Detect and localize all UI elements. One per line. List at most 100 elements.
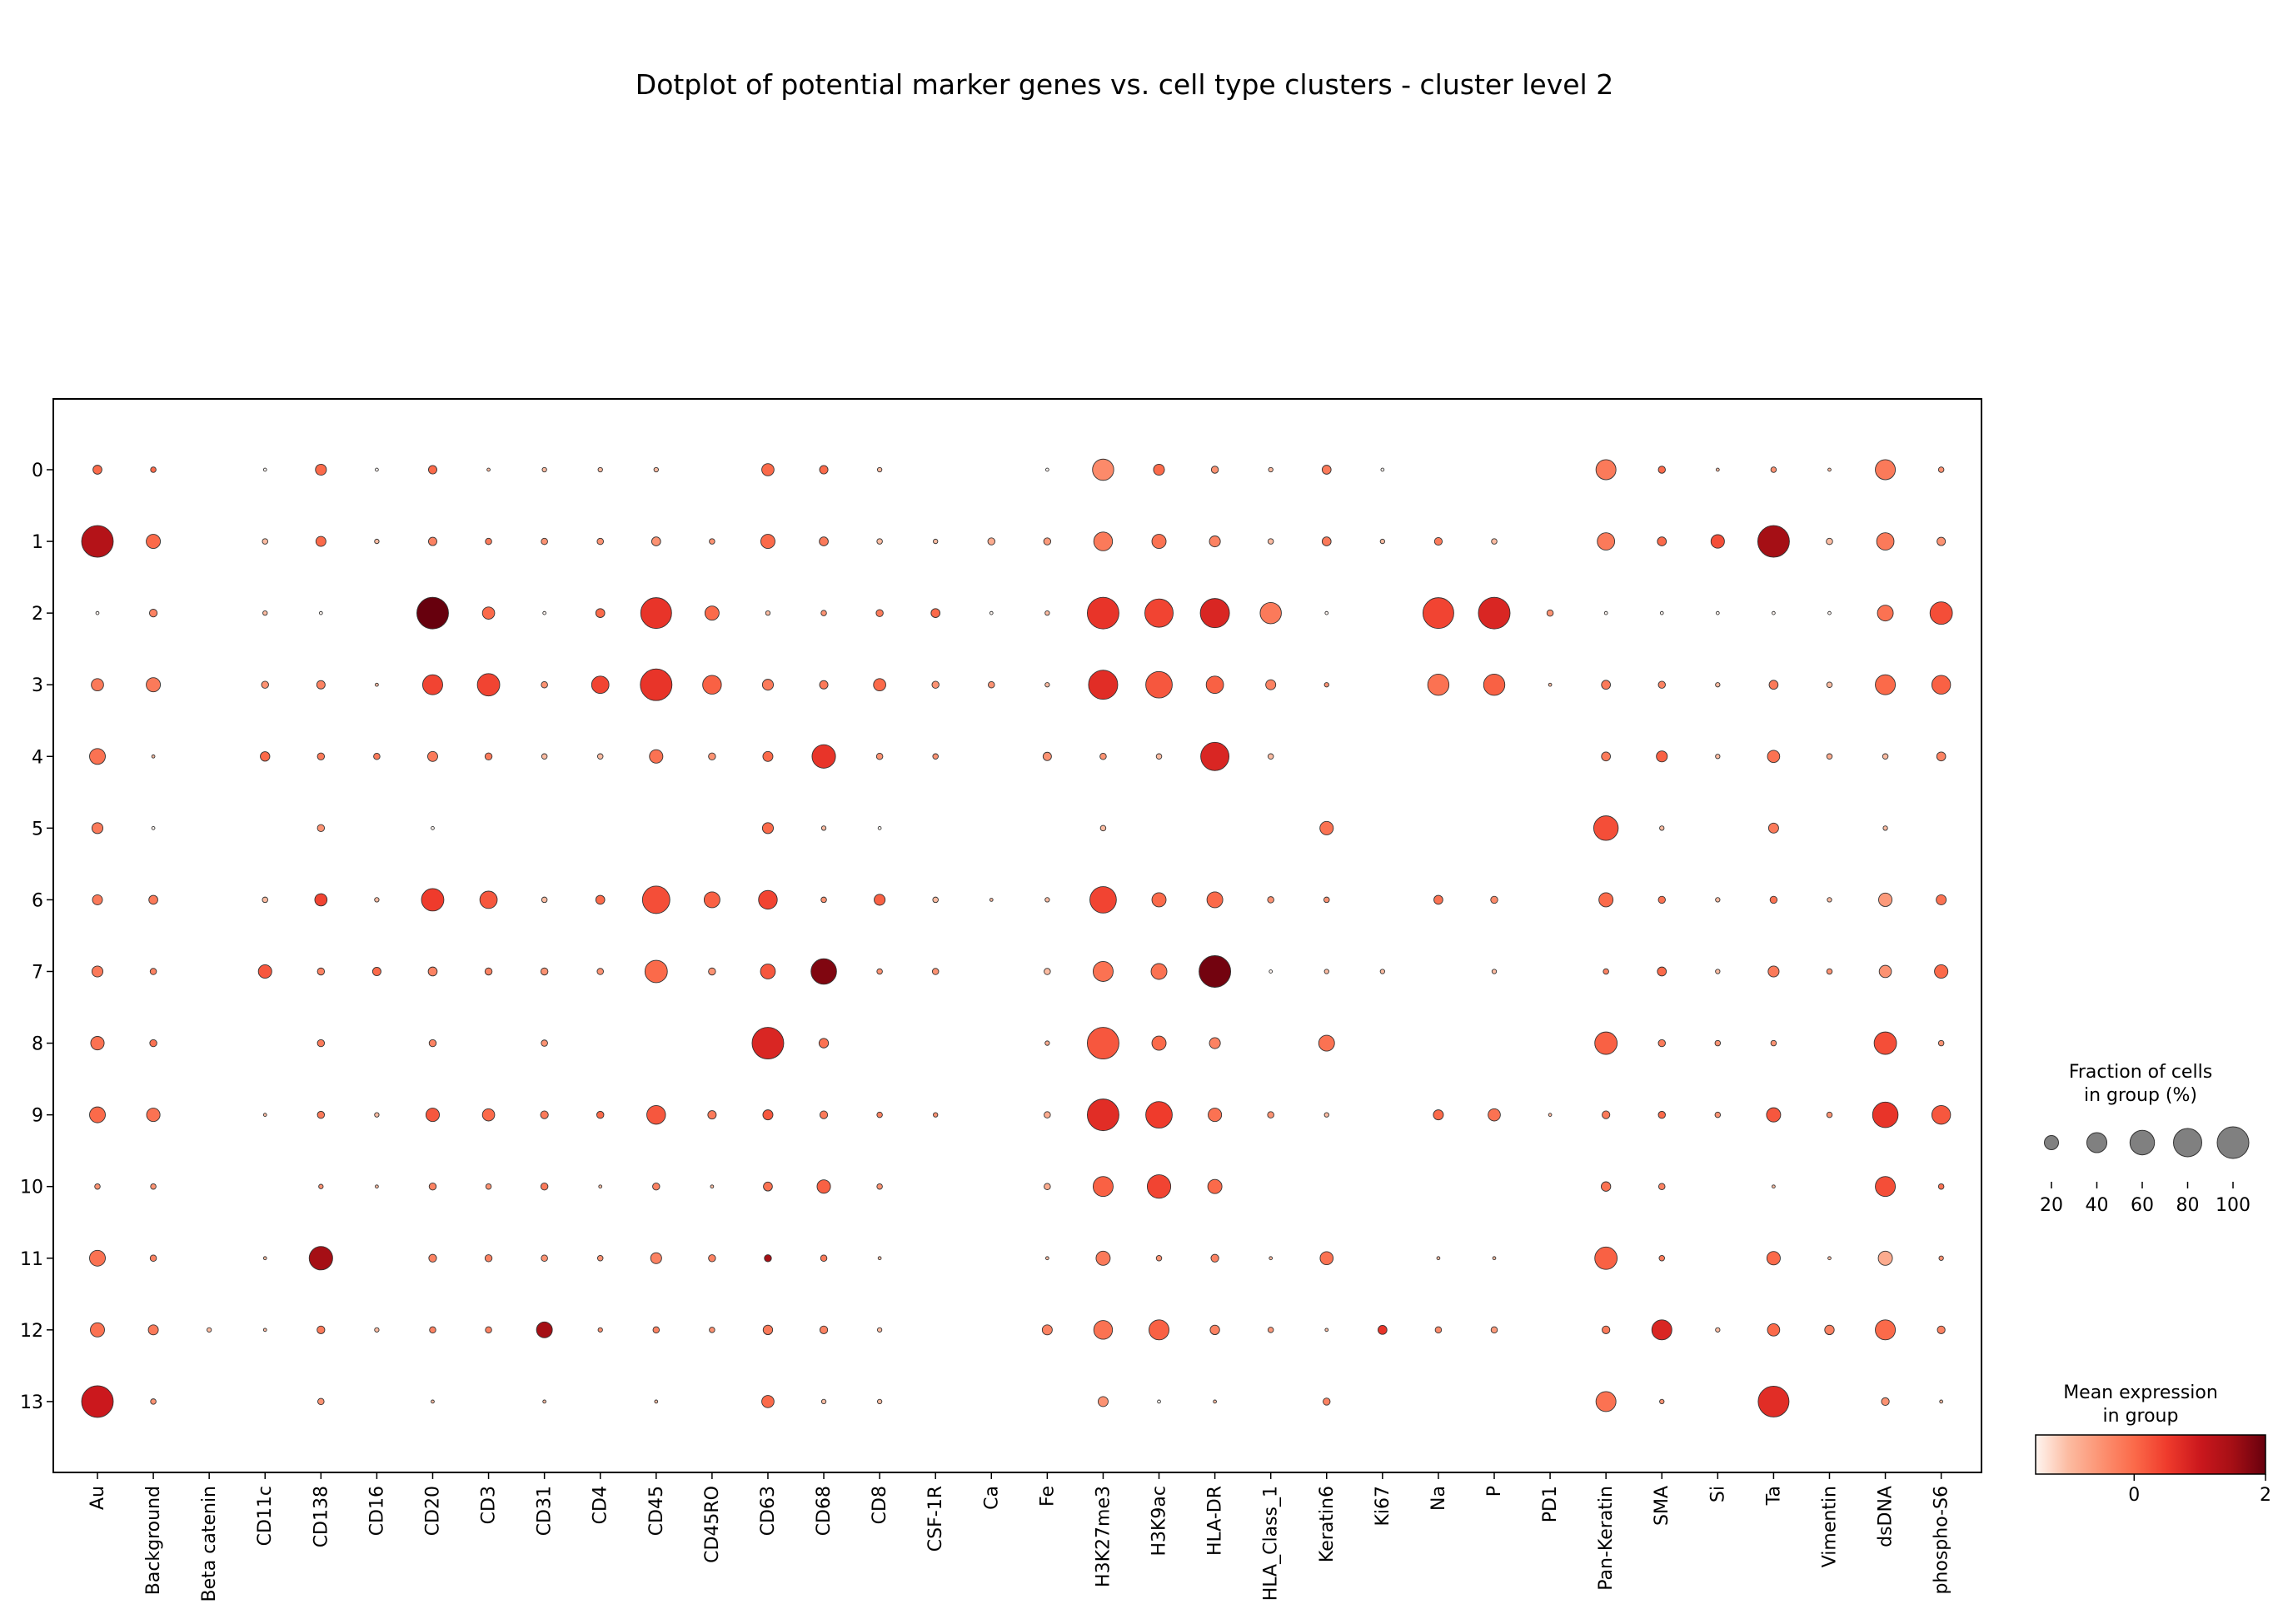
- dot-cluster-1-CD8: [876, 538, 883, 545]
- dot-cluster-9-H3K27me3: [1086, 1098, 1119, 1132]
- dot-cluster-0-CD68: [819, 465, 829, 475]
- dot-cluster-7-P: [1491, 969, 1498, 974]
- dot-cluster-11-Background: [149, 1254, 157, 1263]
- dot-cluster-1-phospho-S6: [1937, 536, 1947, 546]
- dot-cluster-0-H3K27me3: [1092, 458, 1114, 481]
- dot-cluster-13-Ta: [1757, 1385, 1790, 1417]
- dot-cluster-12-CD45: [652, 1326, 660, 1334]
- dot-cluster-6-Si: [1715, 897, 1721, 903]
- dot-cluster-12-P: [1490, 1326, 1498, 1334]
- y-tick-label: 5: [32, 819, 43, 839]
- x-tick-label: Ca: [981, 1486, 1002, 1510]
- dot-cluster-3-CD68: [819, 680, 829, 690]
- dot-cluster-7-Vimentin: [1826, 968, 1833, 975]
- dot-cluster-5-Pan-Keratin: [1593, 815, 1619, 841]
- dot-cluster-0-CD16: [375, 467, 379, 472]
- dot-cluster-4-Vimentin: [1826, 753, 1833, 760]
- dot-cluster-8-Pan-Keratin: [1594, 1031, 1618, 1055]
- dot-cluster-2-CD31: [542, 610, 546, 615]
- dot-cluster-7-CD45: [644, 959, 668, 984]
- dot-cluster-8-phospho-S6: [1937, 1039, 1945, 1047]
- x-tick-label: CD45: [646, 1486, 667, 1536]
- dot-cluster-2-phospho-S6: [1929, 601, 1953, 625]
- dot-cluster-1-Pan-Keratin: [1597, 532, 1616, 550]
- dot-cluster-8-H3K27me3: [1086, 1027, 1119, 1060]
- dot-cluster-8-CD20: [428, 1039, 437, 1048]
- dot-cluster-7-CD63: [760, 964, 776, 979]
- dot-cluster-7-CD138: [317, 967, 326, 976]
- dot-cluster-7-CD11c: [257, 964, 272, 979]
- dot-cluster-13-CD63: [761, 1395, 775, 1408]
- x-tick-label: CD3: [479, 1486, 500, 1524]
- dot-cluster-11-Ta: [1766, 1251, 1781, 1266]
- dot-cluster-3-CD3: [476, 673, 501, 697]
- dot-cluster-4-CD4: [596, 753, 604, 760]
- dot-cluster-0-SMA: [1657, 466, 1666, 474]
- y-tick-label: 6: [32, 890, 43, 911]
- dot-cluster-5-CD8: [877, 825, 882, 830]
- dot-cluster-3-CD8: [873, 678, 886, 692]
- dot-cluster-11-SMA: [1658, 1255, 1665, 1262]
- dot-cluster-4-SMA: [1656, 750, 1668, 763]
- dot-cluster-9-Background: [146, 1108, 161, 1123]
- x-tick-label: Si: [1707, 1486, 1728, 1502]
- dot-cluster-1-CD68: [819, 536, 829, 546]
- dot-cluster-4-H3K27me3: [1099, 753, 1107, 760]
- dot-cluster-4-HLA_Class_1: [1267, 753, 1274, 760]
- dot-cluster-8-SMA: [1657, 1039, 1666, 1048]
- dot-cluster-11-H3K9ac: [1155, 1255, 1163, 1262]
- dot-cluster-10-CD45: [652, 1182, 660, 1191]
- dot-cluster-9-Pan-Keratin: [1602, 1110, 1611, 1119]
- dots-layer: [81, 458, 1953, 1418]
- dot-cluster-10-CD31: [540, 1182, 549, 1191]
- dot-cluster-3-Vimentin: [1826, 681, 1833, 688]
- dot-cluster-2-CD3: [481, 606, 496, 620]
- dot-cluster-3-Au: [91, 678, 104, 692]
- dot-cluster-13-CD20: [431, 1399, 435, 1404]
- dot-cluster-8-Fe: [1044, 1040, 1050, 1046]
- dot-cluster-0-H3K9ac: [1153, 463, 1165, 476]
- x-tick-label: Na: [1428, 1486, 1449, 1511]
- dot-cluster-1-Keratin6: [1321, 536, 1332, 546]
- x-tick-label: Vimentin: [1819, 1486, 1840, 1567]
- dot-cluster-0-CD20: [427, 465, 437, 475]
- dot-cluster-9-Ta: [1766, 1107, 1782, 1123]
- dot-cluster-1-CD16: [374, 538, 380, 545]
- y-tick-label: 8: [32, 1034, 43, 1055]
- dot-cluster-10-CD68: [816, 1179, 831, 1194]
- x-tick-label: HLA_Class_1: [1261, 1486, 1282, 1601]
- dot-cluster-6-Ca: [989, 898, 994, 902]
- dot-cluster-12-H3K9ac: [1149, 1319, 1169, 1341]
- dot-cluster-12-CD138: [317, 1325, 326, 1334]
- x-tick-label: Keratin6: [1317, 1486, 1338, 1562]
- dot-cluster-3-SMA: [1657, 680, 1666, 689]
- dot-cluster-6-HLA_Class_1: [1267, 896, 1274, 904]
- dot-cluster-13-CD138: [317, 1397, 325, 1406]
- dot-cluster-13-Pan-Keratin: [1595, 1391, 1617, 1412]
- dot-cluster-9-CD20: [425, 1108, 440, 1123]
- dot-cluster-7-CSF-1R: [931, 968, 940, 975]
- dot-cluster-11-H3K27me3: [1095, 1250, 1111, 1266]
- size-legend-label: 60: [2131, 1195, 2154, 1216]
- dot-cluster-10-H3K27me3: [1092, 1176, 1114, 1198]
- dot-cluster-0-CD3: [486, 467, 491, 472]
- dot-cluster-2-CD20: [416, 596, 449, 630]
- dot-cluster-9-CD11c: [262, 1113, 267, 1117]
- dot-cluster-3-CD138: [316, 680, 326, 690]
- plot-frame: [52, 398, 1982, 1473]
- dot-cluster-7-HLA-DR: [1199, 955, 1232, 988]
- dot-cluster-5-CD63: [761, 822, 774, 834]
- dot-cluster-2-CD8: [875, 609, 884, 617]
- x-tick-label: CD45RO: [702, 1486, 723, 1563]
- dot-cluster-6-Ta: [1769, 895, 1778, 904]
- dot-cluster-10-Ta: [1772, 1184, 1776, 1189]
- dot-cluster-12-CD31: [536, 1321, 553, 1338]
- chart-title: Dotplot of potential marker genes vs. ce…: [636, 68, 1613, 101]
- y-tick-label: 4: [32, 747, 43, 768]
- x-tick-label: CSF-1R: [925, 1486, 946, 1552]
- dot-cluster-4-CD45RO: [708, 752, 716, 760]
- dot-cluster-6-H3K9ac: [1151, 892, 1167, 908]
- dot-cluster-12-phospho-S6: [1937, 1325, 1946, 1334]
- dot-cluster-5-dsDNA: [1882, 825, 1888, 831]
- dot-cluster-8-dsDNA: [1873, 1031, 1897, 1055]
